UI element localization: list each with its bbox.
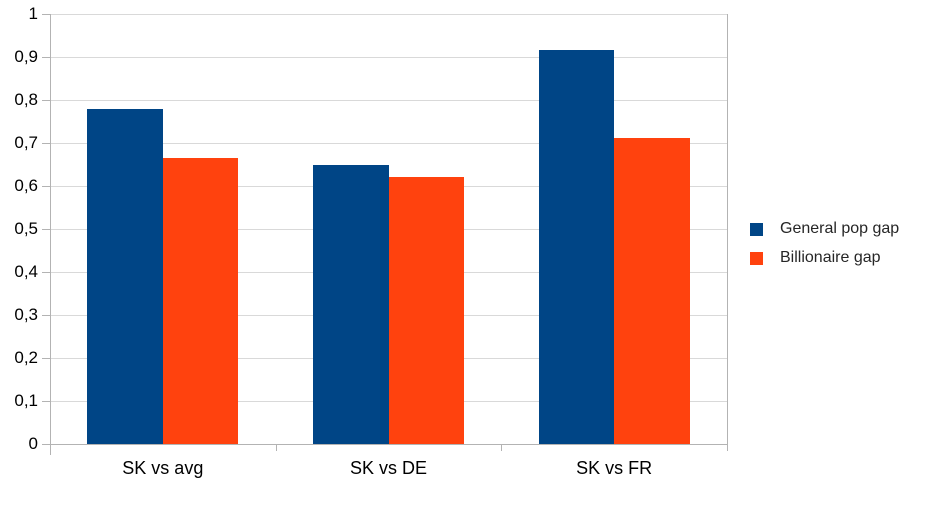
y-axis-tick — [42, 315, 50, 316]
y-tick-label: 0,8 — [14, 90, 38, 109]
y-axis-tick — [42, 401, 50, 402]
legend: General pop gap Billionaire gap — [750, 220, 899, 278]
y-axis-tick — [42, 272, 50, 273]
x-axis-tick — [50, 444, 51, 451]
y-axis-line — [50, 14, 51, 455]
bar-billionaire-gap-sk-vs-fr — [614, 137, 690, 444]
y-tick-label: 0,2 — [14, 348, 38, 367]
legend-item: General pop gap — [750, 220, 899, 238]
gridline — [50, 57, 727, 58]
y-axis-tick — [42, 143, 50, 144]
y-tick-label: 0 — [28, 434, 38, 453]
y-tick-label: 0,1 — [14, 391, 38, 410]
gridline — [50, 14, 727, 15]
legend-label: Billionaire gap — [780, 249, 881, 266]
y-axis-tick — [42, 186, 50, 187]
y-tick-label: 0,6 — [14, 176, 38, 195]
x-axis-tick — [501, 444, 502, 451]
bar-general-pop-gap-sk-vs-avg — [87, 108, 163, 444]
y-axis-tick — [42, 14, 50, 15]
y-axis-tick — [42, 100, 50, 101]
y-axis-tick — [42, 358, 50, 359]
bar-general-pop-gap-sk-vs-fr — [538, 49, 615, 444]
legend-item: Billionaire gap — [750, 249, 899, 267]
y-tick-label: 0,3 — [14, 305, 38, 324]
bar-billionaire-gap-sk-vs-avg — [162, 158, 239, 444]
gridline — [50, 100, 727, 101]
y-tick-label: 0,5 — [14, 219, 38, 238]
x-axis-tick — [727, 444, 728, 451]
legend-swatch-icon — [750, 222, 763, 236]
x-category-label: SK vs FR — [576, 458, 653, 478]
x-category-label: SK vs avg — [122, 458, 204, 478]
y-tick-label: 0,9 — [14, 47, 38, 66]
y-axis-tick — [42, 57, 50, 58]
bar-billionaire-gap-sk-vs-de — [388, 177, 464, 444]
y-tick-label: 0,4 — [14, 262, 38, 281]
bar-general-pop-gap-sk-vs-de — [313, 165, 389, 444]
y-tick-label: 1 — [28, 4, 38, 23]
x-axis-line — [50, 444, 727, 445]
y-tick-label: 0,7 — [14, 133, 38, 152]
y-axis-tick — [42, 229, 50, 230]
x-axis-tick — [276, 444, 277, 451]
legend-label: General pop gap — [780, 220, 900, 237]
legend-swatch-icon — [750, 251, 763, 265]
y-axis-tick — [42, 444, 50, 445]
x-category-label: SK vs DE — [349, 458, 427, 478]
plot-border-right — [727, 14, 728, 444]
gridline — [50, 143, 727, 144]
